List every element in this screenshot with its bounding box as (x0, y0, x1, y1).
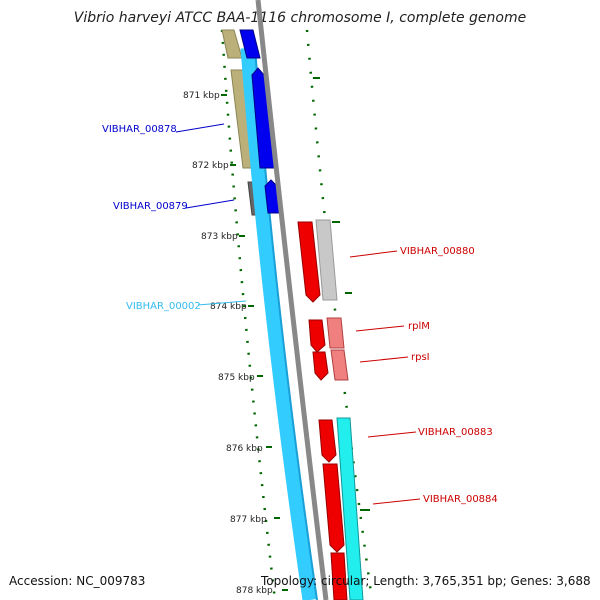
pink-feature-block (330, 349, 349, 381)
accession-label: Accession: NC_009783 (9, 574, 146, 588)
leader-line (175, 123, 225, 133)
gc-track-right (305, 29, 374, 600)
tick-label-871: 871 kbp (183, 91, 220, 101)
forward-cds-arrow (308, 319, 326, 353)
backbone-line (255, 0, 329, 600)
gene-label-vibhar-00884[interactable]: VIBHAR_00884 (423, 494, 498, 505)
tick-label-878: 878 kbp (236, 586, 273, 596)
cyan-feature-block (336, 417, 364, 600)
reverse-cds-arrow (239, 29, 261, 59)
forward-cds-arrow (297, 221, 321, 303)
tick-label-874: 874 kbp (210, 302, 247, 312)
tick-label-873: 873 kbp (201, 232, 238, 242)
leader-line (185, 199, 235, 209)
leader-line (367, 431, 417, 438)
gene-label-rpsi[interactable]: rpsI (411, 352, 430, 363)
leader-line (355, 325, 405, 332)
gene-label-rplm[interactable]: rplM (408, 321, 430, 332)
pink-feature-block (326, 317, 345, 349)
tick-label-876: 876 kbp (226, 444, 263, 454)
light-feature-block (315, 219, 338, 301)
forward-cds-arrow (322, 463, 345, 553)
label-leaders (175, 123, 421, 505)
tick-label-872: 872 kbp (192, 161, 229, 171)
leader-line (372, 498, 421, 505)
leader-line (359, 356, 409, 363)
scale-ticks (221, 77, 370, 591)
forward-cds-arrow (318, 419, 337, 463)
tick-label-877: 877 kbp (230, 515, 267, 525)
leader-line (197, 300, 247, 306)
map-title: Vibrio harveyi ATCC BAA-1116 chromosome … (73, 10, 527, 26)
gene-label-vibhar-00878[interactable]: VIBHAR_00878 (102, 124, 177, 135)
gene-label-vibhar-00879[interactable]: VIBHAR_00879 (113, 201, 188, 212)
gene-label-vibhar-00002[interactable]: VIBHAR_00002 (126, 301, 201, 312)
trna-track (240, 47, 318, 600)
gene-label-vibhar-00883[interactable]: VIBHAR_00883 (418, 427, 493, 438)
topology-label: Topology: circular; Length: 3,765,351 bp… (261, 574, 591, 588)
forward-cds-arrow (312, 351, 329, 381)
tick-label-875: 875 kbp (218, 373, 255, 383)
olive-feature-block (221, 29, 243, 59)
leader-line (349, 250, 398, 258)
gene-label-vibhar-00880[interactable]: VIBHAR_00880 (400, 246, 475, 257)
forward-cds-arrow (330, 552, 348, 600)
